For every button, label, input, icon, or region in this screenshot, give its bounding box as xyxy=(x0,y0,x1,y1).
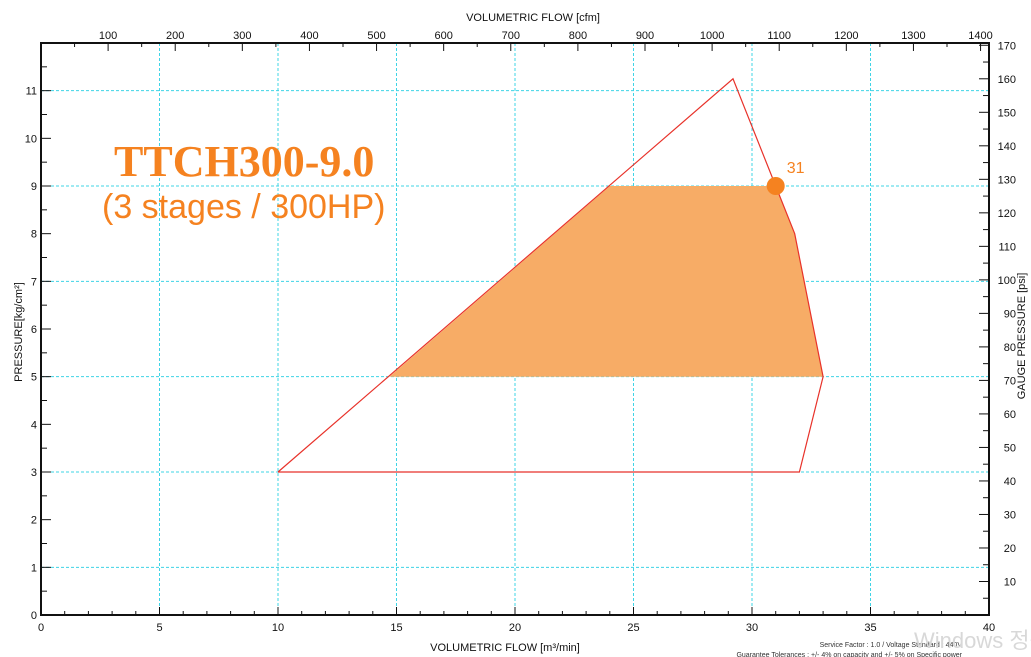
x-tick-label: 0 xyxy=(38,622,44,634)
x2-tick-label: 1400 xyxy=(968,30,992,42)
design-point-marker xyxy=(766,177,785,195)
y2-tick-label: 60 xyxy=(1004,409,1016,421)
y2-tick-label: 140 xyxy=(998,141,1016,153)
x-tick-label: 40 xyxy=(983,622,995,634)
y2-tick-label: 20 xyxy=(1004,543,1016,555)
y-tick-label: 11 xyxy=(26,86,37,98)
y-tick-label: 2 xyxy=(31,515,37,527)
y-tick-label: 4 xyxy=(31,419,37,431)
y-tick-label: 6 xyxy=(31,324,37,336)
x-tick-label: 10 xyxy=(272,622,284,634)
y-axis-title: PRESSURE[kg/cm²] xyxy=(13,282,25,382)
x2-axis-title: VOLUMETRIC FLOW [cfm] xyxy=(466,12,600,24)
x2-tick-label: 600 xyxy=(434,30,452,42)
x-tick-label: 30 xyxy=(746,622,758,634)
x-tick-label: 35 xyxy=(864,622,876,634)
y-tick-label: 1 xyxy=(31,562,37,574)
windows-watermark: Windows 정품 xyxy=(914,628,1031,653)
y2-tick-label: 120 xyxy=(998,208,1016,220)
x2-tick-label: 700 xyxy=(502,30,520,42)
y-tick-label: 7 xyxy=(31,276,37,288)
x2-tick-label: 500 xyxy=(367,30,385,42)
y2-tick-label: 50 xyxy=(1004,442,1016,454)
x2-tick-label: 400 xyxy=(300,30,318,42)
x2-tick-label: 1200 xyxy=(834,30,858,42)
y2-tick-label: 30 xyxy=(1004,509,1016,521)
plot-frame xyxy=(40,42,990,616)
y2-tick-label: 130 xyxy=(998,174,1016,186)
y-tick-label: 3 xyxy=(31,467,37,479)
x2-tick-label: 1300 xyxy=(901,30,925,42)
y-tick-label: 9 xyxy=(31,181,37,193)
x-axis-title: VOLUMETRIC FLOW [m³/min] xyxy=(430,642,580,654)
y2-tick-label: 10 xyxy=(1004,576,1016,588)
y-tick-label: 5 xyxy=(31,372,37,384)
x2-tick-label: 1100 xyxy=(767,30,791,42)
series-layer: 31 xyxy=(277,77,824,473)
y2-tick-label: 150 xyxy=(998,107,1016,119)
y-tick-label: 8 xyxy=(31,229,37,241)
footer-service-factor: Service Factor : 1.0 / Voltage Standard … xyxy=(820,642,963,649)
x2-tick-label: 800 xyxy=(569,30,587,42)
x2-tick-label: 1000 xyxy=(700,30,724,42)
y-tick-label: 0 xyxy=(31,610,37,622)
x-tick-label: 25 xyxy=(627,622,639,634)
envelope-line xyxy=(277,77,824,473)
footer-tolerances: Guarantee Tolerances : +/- 4% on capacit… xyxy=(736,652,962,657)
operating-area xyxy=(389,186,824,377)
y2-tick-label: 110 xyxy=(998,241,1016,253)
x2-tick-label: 300 xyxy=(233,30,251,42)
x2-tick-label: 200 xyxy=(166,30,184,42)
y2-tick-label: 40 xyxy=(1004,476,1016,488)
y2-tick-label: 80 xyxy=(1004,342,1016,354)
y2-tick-label: 100 xyxy=(998,275,1016,287)
chart-subtitle: (3 stages / 300HP) xyxy=(102,188,385,226)
y-tick-label: 10 xyxy=(25,133,37,145)
x2-tick-label: 100 xyxy=(99,30,117,42)
x2-tick-label: 900 xyxy=(636,30,654,42)
y2-tick-label: 90 xyxy=(1004,308,1016,320)
x-tick-label: 15 xyxy=(390,622,402,634)
y2-axis-title: GAUGE PRESSURE [psi] xyxy=(1016,273,1028,400)
y2-tick-label: 70 xyxy=(1004,375,1016,387)
y2-tick-label: 170 xyxy=(998,40,1016,52)
y2-tick-label: 160 xyxy=(998,74,1016,86)
x-tick-label: 20 xyxy=(509,622,521,634)
design-point-label: 31 xyxy=(787,160,805,177)
chart-title: TTCH300-9.0 xyxy=(114,137,374,186)
x-tick-label: 5 xyxy=(156,622,162,634)
